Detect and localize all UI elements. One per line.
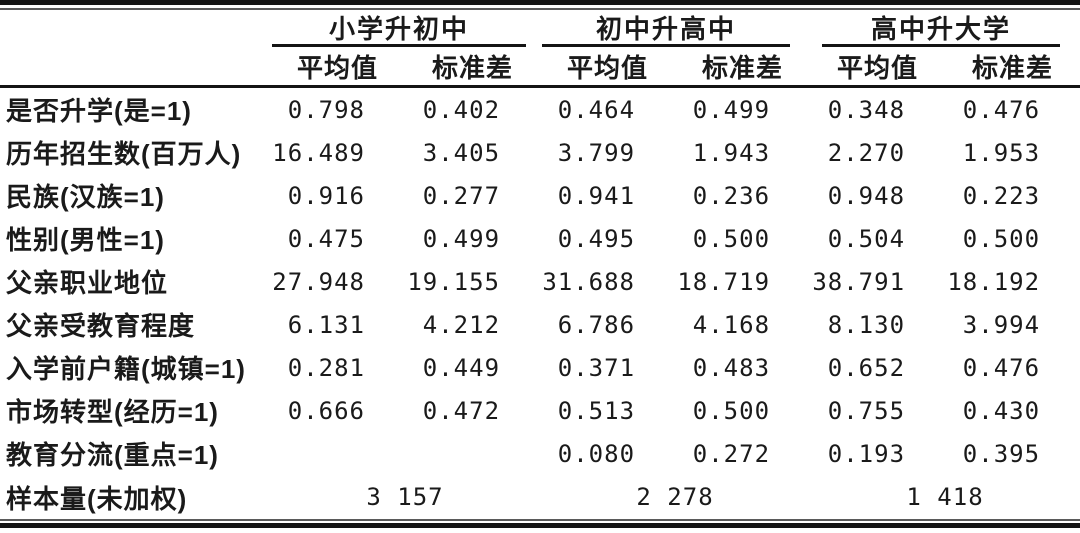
cell-mean: 0.504	[827, 224, 906, 253]
cell-sd: 0.500	[692, 224, 771, 253]
cell-sd: 0.476	[962, 353, 1041, 382]
column-header-mean: 平均值	[270, 47, 405, 88]
row-label: 性别(男性=1)	[6, 225, 165, 255]
column-group-label: 小学升初中	[272, 10, 527, 47]
cell-mean: 8.130	[827, 310, 906, 339]
cell-sd: 0.499	[692, 95, 771, 124]
cell-mean: 31.688	[542, 267, 636, 296]
row-label: 民族(汉族=1)	[6, 182, 165, 212]
cell-sd: 0.472	[422, 396, 501, 425]
cell-mean: 6.131	[287, 310, 365, 339]
cell-mean: 0.652	[827, 353, 906, 382]
table-row: 入学前户籍(城镇=1) 0.281 0.449 0.371 0.483 0.65…	[0, 346, 1080, 389]
subheader-spacer	[0, 47, 270, 88]
cell-mean: 0.941	[557, 181, 636, 210]
table-row: 父亲职业地位 27.948 19.155 31.688 18.719 38.79…	[0, 260, 1080, 303]
row-label: 入学前户籍(城镇=1)	[6, 354, 246, 384]
cell-sd: 0.483	[692, 353, 771, 382]
cell-mean: 0.281	[287, 353, 365, 382]
cell-sd: 19.155	[407, 267, 501, 296]
cell-mean: 0.464	[557, 95, 636, 124]
cell-mean: 27.948	[272, 267, 365, 296]
table-row: 民族(汉族=1) 0.916 0.277 0.941 0.236 0.948 0…	[0, 174, 1080, 217]
column-header-mean: 平均值	[810, 47, 946, 88]
table-row: 是否升学(是=1) 0.798 0.402 0.464 0.499 0.348 …	[0, 87, 1080, 132]
column-group-high-to-college: 高中升大学	[810, 10, 1080, 47]
cell-sd: 4.168	[692, 310, 771, 339]
cell-mean	[270, 432, 405, 475]
row-label: 父亲职业地位	[6, 268, 169, 298]
cell-mean: 0.495	[557, 224, 636, 253]
cell-mean: 0.348	[827, 95, 906, 124]
group-header-row: 小学升初中 初中升高中 高中升大学	[0, 10, 1080, 47]
sample-size-cell: 1 418	[906, 483, 984, 511]
table-row: 性别(男性=1) 0.475 0.499 0.495 0.500 0.504 0…	[0, 217, 1080, 260]
bottom-rule-thin	[0, 519, 1080, 521]
table-row: 市场转型(经历=1) 0.666 0.472 0.513 0.500 0.755…	[0, 389, 1080, 432]
cell-mean: 0.080	[557, 439, 636, 468]
column-group-label: 高中升大学	[822, 10, 1061, 47]
cell-mean: 0.948	[827, 181, 906, 210]
cell-mean: 2.270	[827, 138, 906, 167]
cell-sd: 0.476	[962, 95, 1041, 124]
cell-mean: 0.916	[287, 181, 365, 210]
sample-size-cell: 2 278	[636, 483, 714, 511]
column-header-mean: 平均值	[540, 47, 676, 88]
top-rule-thick	[0, 0, 1080, 5]
cell-sd: 3.405	[422, 138, 501, 167]
table-row: 历年招生数(百万人) 16.489 3.405 3.799 1.943 2.27…	[0, 131, 1080, 174]
cell-sd	[405, 432, 540, 475]
row-label: 是否升学(是=1)	[6, 96, 192, 126]
column-header-sd: 标准差	[405, 47, 541, 88]
row-label: 父亲受教育程度	[6, 311, 196, 341]
cell-mean: 0.755	[827, 396, 906, 425]
top-rule-thin	[0, 8, 1080, 10]
cell-mean: 0.798	[287, 95, 365, 124]
group-header-spacer	[0, 10, 270, 47]
column-header-sd: 标准差	[675, 47, 811, 88]
cell-sd: 0.499	[422, 224, 501, 253]
row-label: 教育分流(重点=1)	[6, 440, 219, 470]
cell-mean: 0.513	[557, 396, 636, 425]
cell-mean: 0.193	[827, 439, 906, 468]
cell-mean: 6.786	[557, 310, 636, 339]
table-row: 父亲受教育程度 6.131 4.212 6.786 4.168 8.130 3.…	[0, 303, 1080, 346]
cell-sd: 18.719	[677, 267, 771, 296]
cell-mean: 0.371	[557, 353, 636, 382]
table-row: 教育分流(重点=1) 0.080 0.272 0.193 0.395	[0, 432, 1080, 475]
cell-sd: 0.500	[962, 224, 1041, 253]
column-group-middle-to-high: 初中升高中	[540, 10, 810, 47]
row-label: 样本量(未加权)	[6, 483, 188, 514]
cell-sd: 1.943	[692, 138, 771, 167]
cell-sd: 0.402	[422, 95, 501, 124]
cell-sd: 0.277	[422, 181, 501, 210]
cell-sd: 0.395	[962, 439, 1041, 468]
column-group-primary-to-middle: 小学升初中	[270, 10, 540, 47]
cell-sd: 0.449	[422, 353, 501, 382]
cell-sd: 0.223	[962, 181, 1041, 210]
subheader-row: 平均值 标准差 平均值 标准差 平均值 标准差	[0, 47, 1080, 88]
summary-statistics-table: 小学升初中 初中升高中 高中升大学 平均值 标准差 平均值 标准差 平均值 标准…	[0, 10, 1080, 519]
column-group-label: 初中升高中	[542, 10, 791, 47]
cell-mean: 0.475	[287, 224, 365, 253]
row-label: 市场转型(经历=1)	[6, 397, 219, 427]
sample-size-cell: 3 157	[366, 483, 444, 511]
row-label: 历年招生数(百万人)	[6, 139, 242, 169]
cell-sd: 4.212	[422, 310, 501, 339]
cell-sd: 0.272	[692, 439, 771, 468]
cell-sd: 18.192	[947, 267, 1041, 296]
cell-sd: 0.236	[692, 181, 771, 210]
cell-sd: 1.953	[962, 138, 1041, 167]
cell-sd: 0.430	[962, 396, 1041, 425]
cell-sd: 3.994	[962, 310, 1041, 339]
cell-mean: 16.489	[272, 138, 365, 167]
cell-sd: 0.500	[692, 396, 771, 425]
cell-mean: 3.799	[557, 138, 636, 167]
bottom-rule-thick	[0, 523, 1080, 528]
cell-mean: 38.791	[812, 267, 906, 296]
column-header-sd: 标准差	[945, 47, 1080, 88]
sample-size-row: 样本量(未加权) 3 157 2 278 1 418	[0, 475, 1080, 519]
cell-mean: 0.666	[287, 396, 365, 425]
